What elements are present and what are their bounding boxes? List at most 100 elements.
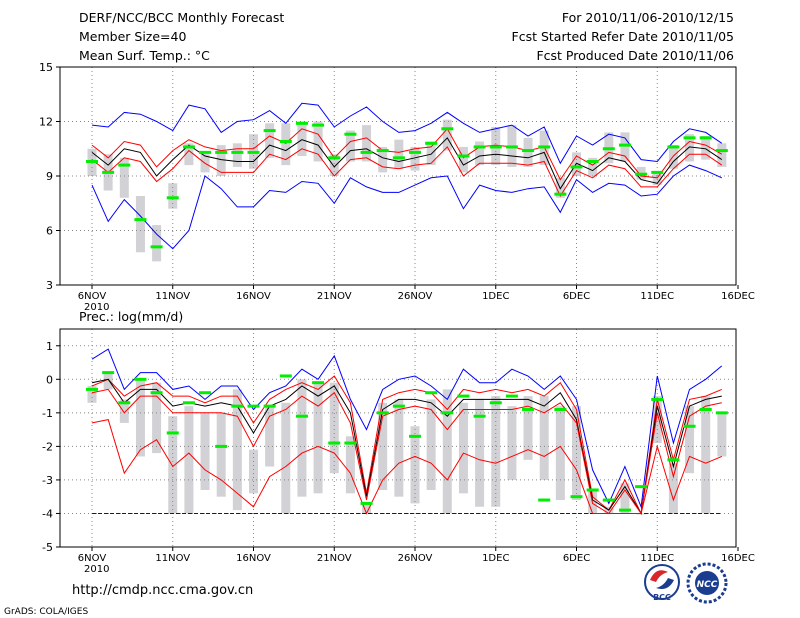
temp-spread-box (232, 143, 242, 167)
temp-median-mark (538, 145, 551, 149)
temp-median-mark (505, 145, 518, 149)
temp-spread-box (458, 146, 468, 173)
prec-spread-box (701, 396, 711, 514)
prec-median-mark (134, 377, 147, 381)
prec-median-mark (683, 424, 696, 428)
prec-median-mark (86, 387, 98, 391)
ncc-logo-inner (695, 571, 719, 595)
temp-spread-box (475, 141, 485, 166)
prec-spread-box (620, 483, 630, 514)
prec-median-mark (505, 394, 518, 398)
temp-spread-box (362, 125, 372, 162)
prec-y-tick-label: -3 (42, 474, 53, 487)
temp-x-tick-label: 11DEC (640, 291, 674, 302)
temp-median-mark (263, 129, 276, 133)
prec-line-min (91, 419, 722, 515)
temp-median-mark (586, 159, 599, 163)
prec-plot-frame (59, 328, 737, 548)
prec-spread-box (265, 406, 275, 467)
prec-spread-box (119, 399, 129, 423)
prec-median-mark (635, 485, 648, 489)
temp-median-mark (360, 150, 373, 154)
temp-spread-box (523, 137, 533, 167)
temp-spread-box (668, 145, 678, 169)
temp-median-mark (150, 245, 163, 249)
temp-x-tick-label: 21NOV (317, 291, 352, 302)
prec-median-mark (376, 411, 389, 415)
temp-x-tick-label: 16DEC (721, 291, 755, 302)
prec-median-mark (182, 401, 195, 405)
prec-median-mark (489, 401, 502, 405)
bcc-logo: BCC (644, 564, 680, 602)
prec-median-mark (247, 404, 260, 408)
temp-line-min (91, 164, 723, 250)
prec-spread-box (216, 412, 226, 497)
prec-median-mark (263, 404, 276, 408)
temp-median-mark (425, 141, 438, 145)
footer-url: http://cmdp.ncc.cma.gov.cn (72, 583, 253, 598)
temp-y-tick-label: 3 (46, 279, 53, 292)
temp-spread-box (281, 123, 291, 166)
temp-median-mark (651, 170, 664, 174)
temp-y-tick-label: 15 (39, 61, 53, 74)
prec-median-mark (279, 374, 292, 378)
temp-line-max (91, 102, 723, 165)
prec-spread-box (281, 402, 291, 514)
temp-median-mark (635, 172, 648, 176)
header-members: Member Size=40 (79, 29, 186, 44)
temp-spread-box (119, 157, 129, 198)
temp-spread-box (297, 121, 307, 157)
footer-credit: GrADS: COLA/IGES (4, 607, 88, 617)
temp-spread-box (442, 119, 452, 151)
prec-x-tick-label: 1DEC (482, 553, 509, 564)
prec-median-mark (166, 431, 179, 435)
temp-spread-box (265, 123, 275, 158)
bcc-logo-swirl-blue (656, 578, 674, 589)
temp-median-mark (199, 150, 212, 154)
prec-spread-box (410, 426, 420, 504)
temp-median-mark (215, 150, 228, 154)
temp-spread-box (685, 134, 695, 162)
prec-median-mark (538, 498, 551, 502)
prec-spread-box (394, 399, 404, 497)
header-produced-date: Fcst Produced Date 2010/11/06 (536, 48, 734, 63)
temp-median-mark (522, 149, 535, 153)
prec-spread-box (507, 406, 517, 480)
temp-median-mark (489, 145, 502, 149)
prec-spread-box (232, 389, 242, 511)
temp-spread-box (184, 143, 194, 166)
prec-spread-box (555, 406, 565, 501)
prec-y-tick-label: -4 (42, 507, 53, 520)
prec-spread-box (491, 396, 501, 507)
prec-median-mark (699, 407, 712, 411)
prec-spread-box (685, 406, 695, 474)
temp-x-tick-label: 1DEC (482, 291, 509, 302)
prec-spread-box (135, 379, 145, 457)
bcc-logo-swirl-red (650, 570, 668, 582)
temp-median-mark (134, 218, 147, 222)
temp-spread-box (345, 130, 355, 162)
temp-spread-box (152, 225, 162, 262)
prec-x-tick-label: 26NOV (398, 553, 433, 564)
temp-x-tick-label: 26NOV (398, 291, 433, 302)
temp-median-mark (554, 192, 567, 196)
prec-spread-box (87, 386, 97, 403)
header-refer-date: Fcst Started Refer Date 2010/11/05 (512, 29, 735, 44)
header-title: DERF/NCC/BCC Monthly Forecast (79, 10, 284, 25)
prec-y-tick-label: -1 (42, 407, 53, 420)
temp-median-mark (231, 150, 244, 154)
prec-median-mark (409, 434, 421, 438)
temp-spread-box (588, 157, 598, 176)
prec-x-tick-label: 11NOV (155, 553, 190, 564)
prec-spread-box (475, 399, 485, 507)
temp-median-mark (247, 150, 260, 154)
temp-median-mark (279, 139, 292, 143)
prec-median-mark (441, 411, 454, 415)
prec-line-p75 (91, 375, 722, 516)
temperature-chart: 3 6 9 12 15 6NOV 11NOV 16NOV 21NOV 26NOV 1DEC 6DEC 1… (39, 61, 755, 313)
prec-median-mark (618, 508, 631, 512)
temp-x-tick-label: 6DEC (563, 291, 590, 302)
temp-median-mark (312, 123, 325, 127)
prec-spread-box (378, 402, 388, 490)
